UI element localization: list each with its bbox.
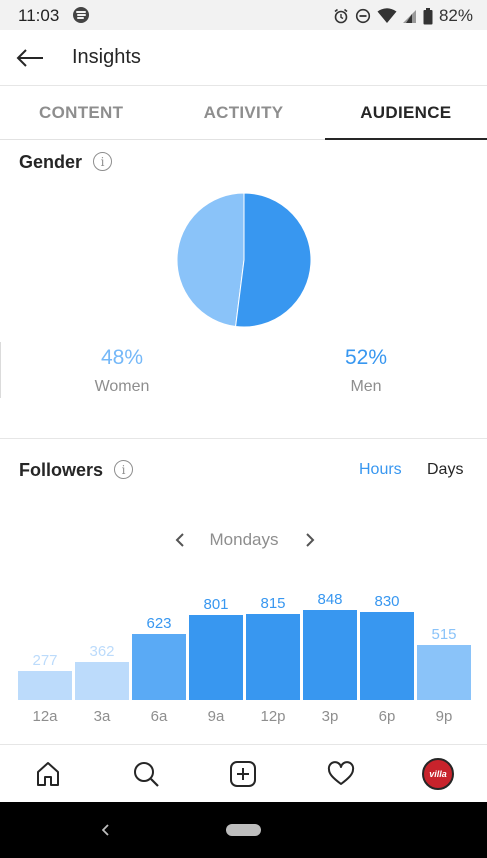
status-bar: 11:03 82% [0, 0, 487, 30]
insights-tabs: CONTENT ACTIVITY AUDIENCE [0, 86, 487, 140]
arrow-left-icon [16, 49, 43, 67]
status-time: 11:03 [18, 6, 60, 25]
signal-icon [402, 10, 416, 23]
bar-category-label: 6p [379, 708, 396, 725]
gender-pie-chart [176, 192, 312, 328]
spotify-icon [73, 7, 89, 23]
gender-title: Gender [19, 152, 83, 172]
bar-category-label: 9p [436, 708, 453, 725]
bar-9p [417, 645, 471, 700]
bar-category-label: 3a [94, 708, 111, 725]
nav-home-button[interactable] [31, 757, 65, 791]
bar-category-label: 12p [260, 708, 285, 725]
bar-12p [246, 614, 300, 700]
nav-search-button[interactable] [129, 757, 163, 791]
tab-content[interactable]: CONTENT [39, 102, 124, 122]
bar-9a [189, 615, 243, 700]
chevron-left-icon [102, 824, 109, 836]
system-back-button[interactable] [96, 820, 116, 840]
bar-3a [75, 662, 129, 700]
nav-activity-button[interactable] [324, 757, 358, 791]
alarm-icon [334, 8, 348, 24]
bar-category-label: 6a [151, 708, 168, 725]
bar-category-label: 9a [208, 708, 225, 725]
hours-toggle[interactable]: Hours [359, 461, 402, 478]
pie-slice-men [235, 192, 312, 328]
search-icon [134, 762, 159, 787]
battery-level: 82% [438, 6, 473, 25]
followers-title: Followers [19, 460, 104, 480]
bar-value-label: 277 [32, 652, 57, 669]
bar-category-label: 12a [32, 708, 58, 725]
bar-value-label: 815 [260, 595, 285, 612]
previous-day-button[interactable] [170, 530, 190, 550]
days-toggle[interactable]: Days [427, 461, 464, 478]
dnd-icon [355, 8, 371, 24]
wifi-icon [377, 8, 397, 23]
bar-3p [303, 610, 357, 700]
back-button[interactable] [10, 40, 50, 76]
system-home-button[interactable] [226, 824, 261, 836]
bar-6a [132, 634, 186, 700]
info-icon[interactable]: i [93, 152, 112, 171]
nav-add-post-button[interactable] [226, 757, 260, 791]
bar-6p [360, 612, 414, 700]
bar-value-label: 362 [89, 643, 114, 660]
pie-slice-women [176, 192, 245, 328]
bottom-navigation: villa [0, 745, 487, 802]
battery-icon [423, 7, 433, 24]
tab-activity[interactable]: ACTIVITY [203, 102, 284, 122]
status-icons: 82% [333, 6, 473, 26]
men-label: Men [350, 378, 382, 395]
system-navigation [0, 802, 487, 858]
women-percentage: 48% [100, 346, 144, 369]
next-day-button[interactable] [300, 530, 320, 550]
chevron-right-icon [306, 533, 315, 547]
section-divider [0, 438, 487, 439]
bar-value-label: 515 [431, 626, 456, 643]
bar-category-label: 3p [322, 708, 339, 725]
women-label: Women [94, 378, 150, 395]
bar-value-label: 830 [374, 593, 399, 610]
followers-bar-chart: 277 12a 362 3a 623 6a 801 9a 815 12p 848 3p 830 6p 515… [18, 591, 471, 725]
header: Insights [0, 30, 487, 86]
bar-value-label: 848 [317, 591, 342, 608]
men-percentage: 52% [344, 346, 388, 369]
divider [0, 744, 487, 745]
page-title: Insights [72, 46, 141, 68]
info-icon[interactable]: i [114, 460, 133, 479]
profile-avatar[interactable]: villa [422, 758, 454, 790]
divider [0, 342, 1, 398]
chevron-left-icon [175, 533, 184, 547]
add-post-icon [230, 761, 256, 787]
day-selector: Mondays [0, 528, 487, 552]
bar-value-label: 801 [203, 596, 228, 613]
heart-icon [327, 761, 355, 785]
day-label: Mondays [209, 530, 279, 549]
tab-audience[interactable]: AUDIENCE [324, 86, 487, 140]
home-icon [37, 762, 59, 786]
bar-12a [18, 671, 72, 700]
bar-value-label: 623 [146, 615, 171, 632]
